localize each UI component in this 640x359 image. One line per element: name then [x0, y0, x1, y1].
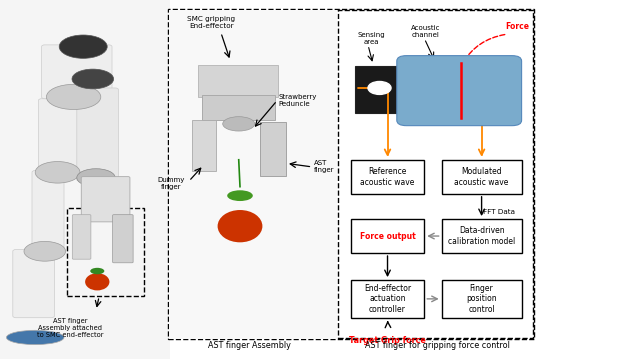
Bar: [442, 219, 522, 253]
FancyBboxPatch shape: [42, 45, 112, 99]
Ellipse shape: [218, 210, 262, 242]
Text: Reference
acoustic wave: Reference acoustic wave: [360, 167, 415, 187]
Text: Dummy
finger: Dummy finger: [158, 177, 185, 190]
Bar: [192, 120, 216, 171]
Text: Sensing
area: Sensing area: [357, 32, 385, 45]
FancyBboxPatch shape: [13, 250, 54, 318]
Text: Modulated
acoustic wave: Modulated acoustic wave: [454, 167, 509, 187]
Ellipse shape: [77, 169, 115, 187]
Bar: [260, 122, 286, 176]
Bar: [198, 65, 278, 97]
Bar: [168, 9, 534, 339]
Text: AST finger Assembly: AST finger Assembly: [208, 341, 291, 350]
Text: Strawberry
Peduncle: Strawberry Peduncle: [278, 94, 317, 107]
FancyBboxPatch shape: [72, 215, 91, 259]
Text: AST finger for gripping force control: AST finger for gripping force control: [365, 341, 509, 350]
Text: Data-driven
calibration model: Data-driven calibration model: [448, 226, 515, 246]
Ellipse shape: [35, 162, 80, 183]
Ellipse shape: [227, 190, 253, 201]
Ellipse shape: [90, 268, 104, 274]
FancyBboxPatch shape: [32, 171, 64, 253]
Bar: [202, 95, 275, 120]
FancyBboxPatch shape: [38, 99, 83, 174]
Ellipse shape: [223, 117, 255, 131]
Bar: [351, 219, 424, 253]
Text: End-effector
actuation
controller: End-effector actuation controller: [364, 284, 411, 314]
Ellipse shape: [47, 84, 101, 109]
Ellipse shape: [24, 241, 66, 261]
FancyBboxPatch shape: [81, 177, 130, 222]
Bar: [355, 66, 410, 113]
Ellipse shape: [6, 330, 64, 345]
FancyBboxPatch shape: [77, 88, 118, 181]
Text: FFT Data: FFT Data: [483, 209, 515, 215]
Text: Target Grip force: Target Grip force: [349, 336, 426, 345]
Bar: [338, 10, 533, 338]
Text: Force output: Force output: [360, 232, 415, 241]
Bar: [0, 0, 170, 359]
Text: Finger
position
control: Finger position control: [467, 284, 497, 314]
FancyBboxPatch shape: [113, 215, 133, 263]
Bar: [351, 280, 424, 318]
Ellipse shape: [60, 35, 108, 59]
Bar: [442, 160, 522, 194]
Ellipse shape: [85, 273, 109, 290]
Text: Acoustic
channel: Acoustic channel: [411, 25, 440, 38]
Text: SMC gripping
End-effector: SMC gripping End-effector: [187, 16, 236, 29]
Bar: [442, 280, 522, 318]
Circle shape: [368, 81, 391, 94]
Ellipse shape: [72, 69, 114, 89]
Bar: [67, 208, 144, 296]
FancyBboxPatch shape: [397, 56, 522, 126]
Bar: [169, 10, 337, 339]
Text: Force: Force: [506, 22, 530, 31]
Text: AST
finger: AST finger: [314, 160, 334, 173]
Bar: [351, 160, 424, 194]
Text: AST finger
Assembly attached
to SMC end-effector: AST finger Assembly attached to SMC end-…: [37, 318, 104, 338]
